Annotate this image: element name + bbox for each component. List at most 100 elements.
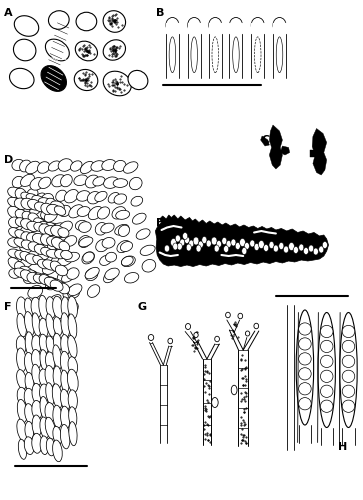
Circle shape — [164, 245, 170, 252]
Polygon shape — [269, 125, 282, 169]
Ellipse shape — [17, 388, 27, 405]
Ellipse shape — [101, 223, 114, 233]
Ellipse shape — [53, 405, 62, 428]
Ellipse shape — [41, 66, 66, 92]
Ellipse shape — [132, 213, 146, 224]
FancyBboxPatch shape — [166, 22, 179, 32]
Ellipse shape — [52, 238, 65, 250]
Ellipse shape — [38, 177, 51, 188]
Ellipse shape — [96, 240, 109, 252]
Circle shape — [177, 243, 182, 250]
Ellipse shape — [15, 210, 27, 220]
Ellipse shape — [41, 234, 52, 245]
Ellipse shape — [103, 10, 126, 32]
Ellipse shape — [59, 241, 70, 252]
Ellipse shape — [68, 296, 77, 319]
Ellipse shape — [61, 250, 72, 260]
Ellipse shape — [55, 240, 70, 250]
Polygon shape — [310, 150, 319, 156]
Ellipse shape — [276, 37, 283, 72]
Ellipse shape — [136, 229, 150, 239]
Text: B: B — [156, 8, 164, 18]
Ellipse shape — [62, 271, 75, 282]
Ellipse shape — [185, 324, 191, 330]
Ellipse shape — [42, 262, 57, 274]
Ellipse shape — [59, 221, 73, 233]
Circle shape — [289, 242, 294, 250]
Ellipse shape — [68, 314, 77, 338]
Ellipse shape — [15, 188, 26, 200]
Ellipse shape — [52, 279, 64, 290]
Ellipse shape — [70, 161, 82, 171]
Ellipse shape — [25, 312, 34, 336]
Ellipse shape — [52, 174, 66, 187]
Ellipse shape — [69, 422, 77, 446]
Ellipse shape — [50, 225, 65, 237]
Ellipse shape — [61, 370, 69, 392]
Ellipse shape — [102, 160, 116, 170]
Ellipse shape — [25, 332, 34, 355]
Ellipse shape — [34, 202, 46, 211]
Ellipse shape — [50, 280, 63, 291]
Ellipse shape — [32, 415, 41, 436]
Ellipse shape — [66, 302, 78, 314]
Ellipse shape — [32, 313, 41, 336]
Ellipse shape — [40, 436, 49, 454]
Ellipse shape — [26, 194, 39, 203]
Circle shape — [250, 240, 255, 247]
Ellipse shape — [8, 258, 21, 270]
Ellipse shape — [45, 226, 58, 235]
Ellipse shape — [48, 240, 62, 250]
Ellipse shape — [40, 384, 49, 402]
Ellipse shape — [25, 404, 34, 423]
Ellipse shape — [13, 39, 36, 61]
Ellipse shape — [25, 422, 34, 440]
Circle shape — [264, 244, 269, 252]
Ellipse shape — [46, 250, 60, 258]
Ellipse shape — [61, 297, 70, 318]
Circle shape — [184, 236, 189, 244]
Ellipse shape — [39, 222, 51, 231]
Ellipse shape — [14, 268, 28, 278]
Ellipse shape — [8, 198, 21, 207]
Ellipse shape — [251, 18, 264, 32]
Ellipse shape — [299, 382, 311, 395]
Circle shape — [196, 245, 201, 252]
Ellipse shape — [15, 262, 25, 273]
Ellipse shape — [33, 218, 45, 228]
Ellipse shape — [212, 37, 219, 72]
Ellipse shape — [45, 39, 69, 61]
Ellipse shape — [117, 240, 130, 252]
Text: F: F — [4, 302, 11, 312]
Ellipse shape — [342, 400, 355, 412]
Ellipse shape — [299, 352, 311, 365]
Ellipse shape — [45, 418, 56, 439]
Ellipse shape — [61, 174, 72, 187]
Ellipse shape — [77, 206, 90, 216]
Circle shape — [193, 237, 199, 245]
Ellipse shape — [299, 398, 311, 410]
Ellipse shape — [74, 70, 98, 90]
Circle shape — [273, 245, 278, 252]
Circle shape — [224, 246, 229, 252]
Ellipse shape — [26, 270, 38, 280]
Ellipse shape — [46, 382, 54, 405]
Ellipse shape — [209, 18, 222, 32]
Circle shape — [258, 240, 264, 248]
Ellipse shape — [46, 204, 60, 215]
Ellipse shape — [231, 385, 237, 395]
Ellipse shape — [321, 326, 333, 338]
Ellipse shape — [20, 258, 33, 268]
Ellipse shape — [12, 160, 24, 170]
Ellipse shape — [131, 196, 143, 206]
Ellipse shape — [76, 12, 97, 31]
Ellipse shape — [105, 268, 119, 280]
Ellipse shape — [28, 242, 40, 252]
Ellipse shape — [9, 68, 34, 88]
Ellipse shape — [46, 314, 55, 337]
Circle shape — [222, 238, 227, 244]
Ellipse shape — [299, 338, 311, 350]
Circle shape — [303, 248, 309, 254]
FancyBboxPatch shape — [273, 22, 286, 32]
Ellipse shape — [68, 286, 80, 298]
